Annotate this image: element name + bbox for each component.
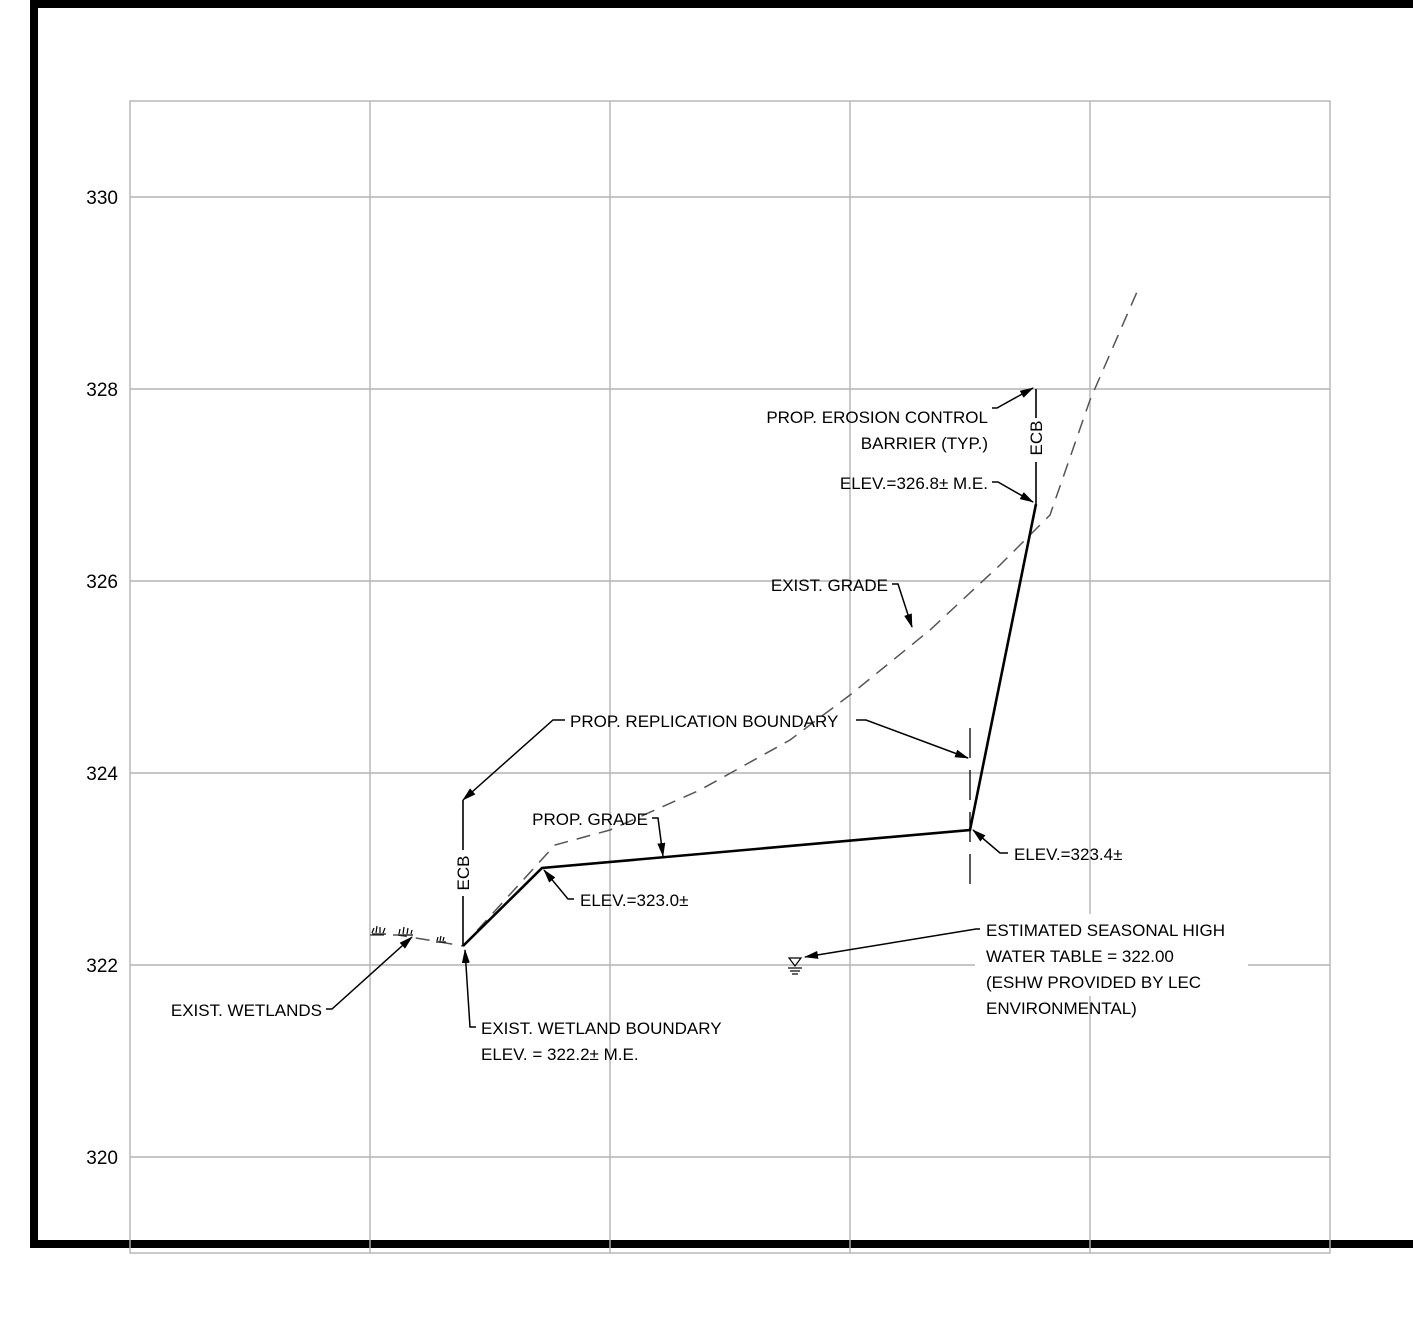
wetland-tuft-icon: [398, 926, 413, 936]
eshw-label-bg: [980, 914, 1242, 996]
exist-grade-label: EXIST. GRADE: [771, 576, 888, 595]
proposed-grade-line: [462, 503, 1038, 947]
wetland-boundary-label-line2: ELEV. = 322.2± M.E.: [481, 1045, 639, 1064]
eshw-label-line3: (ESHW PROVIDED BY LEC: [986, 973, 1201, 992]
y-tick-label: 322: [86, 956, 118, 977]
ecb-right-label: ECB: [1027, 421, 1046, 456]
wetland-tuft-icon: [436, 935, 446, 943]
y-tick-label: 320: [86, 1148, 118, 1169]
ecb-left-label-bg: [446, 850, 480, 896]
grid: [129, 100, 1331, 1254]
eshw-label-line4: ENVIRONMENTAL): [986, 999, 1137, 1018]
wetland-boundary-label-line1: EXIST. WETLAND BOUNDARY: [481, 1019, 722, 1038]
elev-323-4-label: ELEV.=323.4±: [1014, 845, 1122, 864]
leader-elev-326-8: [992, 481, 1034, 503]
leader-replication-left: [462, 719, 565, 801]
annotations: PROP. EROSION CONTROL BARRIER (TYP.) ELE…: [171, 408, 1225, 1064]
grid-border: [129, 100, 1331, 1254]
erosion-barrier-label-line2: BARRIER (TYP.): [861, 434, 988, 453]
leader-exist-grade: [892, 583, 913, 628]
ecb-right-label-bg: [1020, 418, 1054, 462]
eshw-label-line1: ESTIMATED SEASONAL HIGH: [986, 921, 1225, 940]
water-table-icon: [787, 957, 803, 975]
leader-eshw: [804, 928, 982, 959]
y-axis-labels: 330 328 326 324 322 320: [86, 188, 118, 1169]
elev-323-0-label: ELEV.=323.0±: [580, 891, 688, 910]
leader-prop-grade: [652, 817, 666, 857]
ecb-left-label: ECB: [454, 856, 473, 891]
leader-elev-323-4: [972, 829, 1008, 854]
leader-exist-wetlands: [326, 936, 413, 1010]
erosion-barrier-label-line1: PROP. EROSION CONTROL: [766, 408, 988, 427]
leader-elev-323-0: [543, 869, 574, 900]
y-tick-label: 326: [86, 572, 118, 593]
prop-grade-label: PROP. GRADE: [532, 810, 648, 829]
y-tick-label: 328: [86, 380, 118, 401]
drawing-frame: [30, 0, 1413, 1248]
leader-wetland-boundary: [461, 949, 476, 1028]
wetland-symbols: [371, 925, 446, 943]
existing-grade-line: [370, 284, 1141, 947]
leader-replication-right: [856, 719, 969, 759]
y-tick-label: 324: [86, 764, 118, 785]
y-tick-label: 330: [86, 188, 118, 209]
leader-erosion-barrier: [992, 387, 1034, 409]
exist-wetlands-label: EXIST. WETLANDS: [171, 1001, 322, 1020]
replication-boundary-label: PROP. REPLICATION BOUNDARY: [570, 712, 838, 731]
wetland-tuft-icon: [371, 925, 386, 935]
eshw-label-line2: WATER TABLE = 322.00: [986, 947, 1174, 966]
elev-326-8-label: ELEV.=326.8± M.E.: [840, 474, 988, 493]
